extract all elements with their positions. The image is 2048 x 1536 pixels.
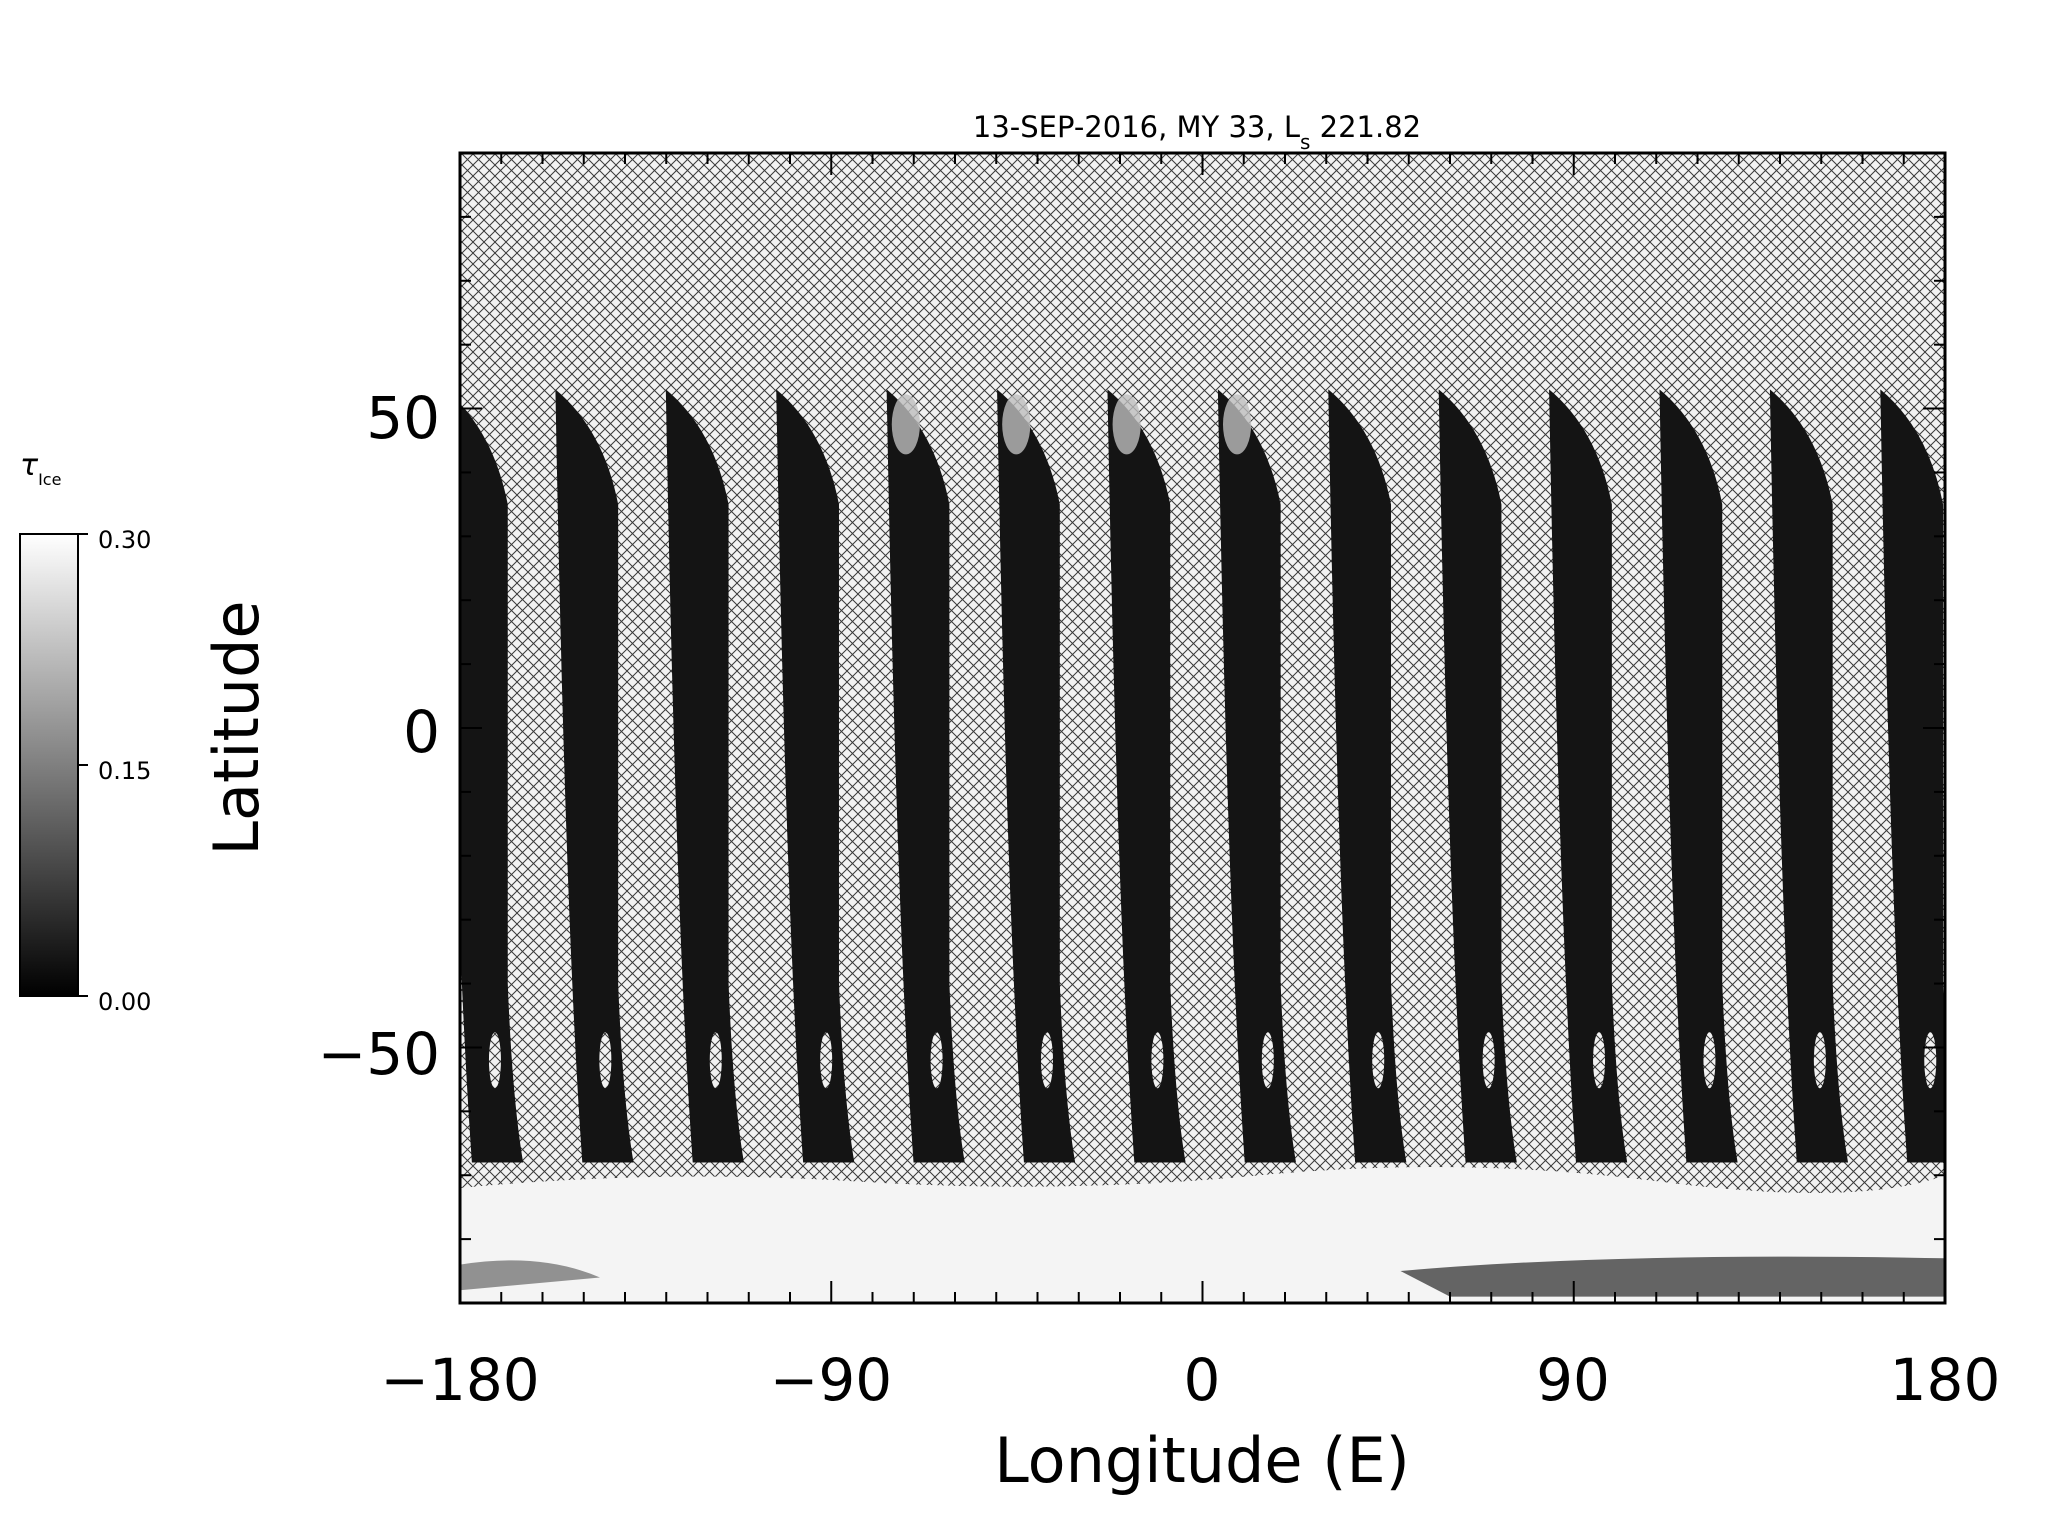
- orbit-swaths: [460, 389, 2048, 1163]
- orbit-swath: [776, 389, 855, 1163]
- data-gap: [599, 1032, 612, 1089]
- orbit-swath: [1328, 389, 1407, 1163]
- plot-area: [460, 153, 2048, 1303]
- cloud-patch: [1222, 394, 1252, 455]
- title-prefix: 13-SEP-2016, MY 33, L: [973, 110, 1300, 144]
- colorbar-tick-label: 0.00: [98, 988, 151, 1016]
- data-gap: [1924, 1032, 1937, 1089]
- axis-ticks: [459, 152, 1946, 1304]
- orbit-swath: [1769, 389, 1849, 1163]
- cloud-patch: [891, 394, 920, 455]
- y-tick-label: 50: [366, 384, 440, 452]
- data-gap: [930, 1032, 943, 1089]
- colorbar-gradient: [19, 533, 79, 997]
- x-tick-label: −180: [380, 1346, 539, 1414]
- data-gap: [1703, 1032, 1716, 1089]
- data-gap: [1261, 1032, 1274, 1089]
- south-polar-ice-region: [460, 1167, 1945, 1303]
- cloud-patch: [1112, 394, 1141, 455]
- colorbar-tick-label: 0.30: [98, 526, 151, 554]
- orbit-swath: [1991, 389, 2048, 1162]
- colorbar-tick-label: 0.15: [98, 757, 151, 785]
- y-tick-label: 0: [403, 698, 440, 766]
- colorbar-label-subscript: Ice: [38, 470, 61, 489]
- data-gap: [488, 1032, 501, 1089]
- data-gap: [820, 1032, 833, 1089]
- colorbar-label-symbol: τ: [20, 448, 39, 483]
- data-gap: [1813, 1032, 1826, 1089]
- y-tick-labels: 50 0 −50: [318, 384, 440, 1088]
- y-axis-label: Latitude: [200, 600, 273, 855]
- x-tick-labels: −180 −90 0 90 180: [380, 1346, 2000, 1414]
- title-subscript: s: [1300, 130, 1310, 154]
- orbit-swath: [1880, 389, 1945, 1163]
- orbit-swath: [997, 389, 1076, 1163]
- x-axis-label: Longitude (E): [994, 1424, 1410, 1497]
- orbit-swath: [460, 403, 524, 1163]
- data-gap: [1151, 1032, 1164, 1089]
- dark-polar-patch: [460, 1260, 600, 1291]
- x-tick-label: −90: [770, 1346, 892, 1414]
- data-gap: [1593, 1032, 1606, 1089]
- y-tick-label: −50: [318, 1020, 440, 1088]
- title-suffix: 221.82: [1310, 110, 1421, 144]
- orbit-swath: [886, 389, 965, 1163]
- x-tick-label: 90: [1536, 1346, 1610, 1414]
- data-gap: [2035, 1032, 2047, 1088]
- orbit-swath: [555, 389, 634, 1163]
- cloud-patch: [1002, 394, 1031, 455]
- orbit-swath: [1217, 389, 1296, 1163]
- x-tick-label: 180: [1890, 1346, 2001, 1414]
- dark-polar-patch: [1400, 1256, 1945, 1297]
- map-title: 13-SEP-2016, MY 33, Ls 221.82: [973, 110, 1421, 154]
- data-gap: [1372, 1032, 1385, 1089]
- colorbar: τIce 0.30 0.15 0.00: [19, 448, 151, 1016]
- data-gap: [1040, 1032, 1053, 1089]
- orbit-swath: [1107, 389, 1186, 1163]
- x-tick-label: 0: [1184, 1346, 1221, 1414]
- orbit-swath: [665, 389, 744, 1163]
- colorbar-label: τIce: [20, 448, 61, 489]
- orbit-swath: [1659, 389, 1738, 1163]
- data-gap: [1482, 1032, 1495, 1089]
- orbit-swath: [1549, 389, 1628, 1163]
- orbit-swath: [1438, 389, 1517, 1163]
- data-gap: [709, 1032, 722, 1089]
